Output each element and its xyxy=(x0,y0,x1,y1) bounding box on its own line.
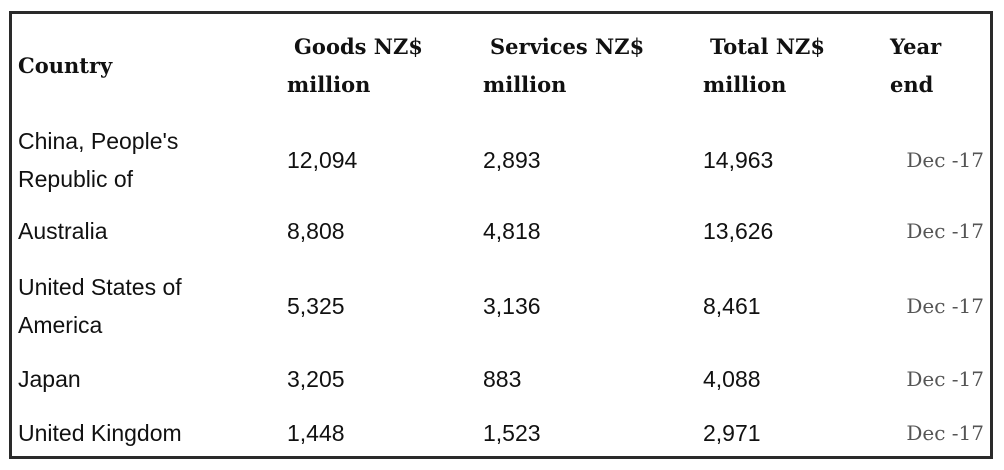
country-name: United Kingdom xyxy=(18,420,182,446)
year-end-value: Dec -17 xyxy=(906,219,984,243)
services-value: 1,523 xyxy=(483,420,541,446)
total-value: 14,963 xyxy=(703,147,774,173)
cell-year-end: Dec -17 xyxy=(880,212,984,250)
header-year-line1: Year xyxy=(890,34,942,59)
services-value: 2,893 xyxy=(483,147,541,173)
cell-total: 4,088 xyxy=(703,360,883,398)
trade-table: Country Goods NZ$ million Services NZ$ m… xyxy=(9,11,993,459)
goods-value: 12,094 xyxy=(287,147,358,173)
services-value: 3,136 xyxy=(483,293,541,319)
services-value: 4,818 xyxy=(483,218,541,244)
cell-total: 2,971 xyxy=(703,414,883,452)
country-name-line2: America xyxy=(18,312,103,338)
cell-services: 883 xyxy=(483,360,693,398)
table-row: China, People's Republic of 12,094 2,893… xyxy=(12,122,990,198)
table-row: United States of America 5,325 3,136 8,4… xyxy=(12,268,990,344)
cell-total: 8,461 xyxy=(703,268,883,344)
header-goods-line2: million xyxy=(287,72,371,97)
cell-goods: 8,808 xyxy=(287,212,477,250)
year-end-value: Dec -17 xyxy=(906,421,984,445)
goods-value: 3,205 xyxy=(287,366,345,392)
total-value: 13,626 xyxy=(703,218,774,244)
year-end-value: Dec -17 xyxy=(906,148,984,172)
country-name-line2: Republic of xyxy=(18,166,134,192)
table-row: United Kingdom 1,448 1,523 2,971 Dec -17 xyxy=(12,414,990,452)
goods-value: 1,448 xyxy=(287,420,345,446)
cell-services: 1,523 xyxy=(483,414,693,452)
country-name-line1: China, People's xyxy=(18,128,179,154)
header-services-line2: million xyxy=(483,72,567,97)
table-header-row: Country Goods NZ$ million Services NZ$ m… xyxy=(12,26,990,106)
cell-country: United States of America xyxy=(18,268,278,344)
cell-services: 3,136 xyxy=(483,268,693,344)
header-country-label: Country xyxy=(18,53,113,78)
services-value: 883 xyxy=(483,366,522,392)
cell-goods: 5,325 xyxy=(287,268,477,344)
header-goods-line1: Goods NZ$ xyxy=(294,34,423,59)
year-end-value: Dec -17 xyxy=(906,294,984,318)
header-cell-goods: Goods NZ$ million xyxy=(287,26,477,106)
total-value: 4,088 xyxy=(703,366,761,392)
header-cell-total: Total NZ$ million xyxy=(703,26,883,106)
header-cell-services: Services NZ$ million xyxy=(483,26,693,106)
total-value: 8,461 xyxy=(703,293,761,319)
header-year-line2: end xyxy=(890,72,934,97)
country-name: Australia xyxy=(18,218,108,244)
header-total-line2: million xyxy=(703,72,787,97)
cell-country: Australia xyxy=(18,212,278,250)
header-total-line1: Total NZ$ xyxy=(710,34,825,59)
cell-country: China, People's Republic of xyxy=(18,122,278,198)
cell-country: Japan xyxy=(18,360,278,398)
cell-services: 2,893 xyxy=(483,122,693,198)
goods-value: 8,808 xyxy=(287,218,345,244)
total-value: 2,971 xyxy=(703,420,761,446)
goods-value: 5,325 xyxy=(287,293,345,319)
header-cell-year: Year end xyxy=(890,26,986,106)
cell-year-end: Dec -17 xyxy=(880,414,984,452)
cell-year-end: Dec -17 xyxy=(880,122,984,198)
cell-country: United Kingdom xyxy=(18,414,278,452)
table-row: Japan 3,205 883 4,088 Dec -17 xyxy=(12,360,990,398)
cell-total: 14,963 xyxy=(703,122,883,198)
year-end-value: Dec -17 xyxy=(906,367,984,391)
cell-year-end: Dec -17 xyxy=(880,268,984,344)
cell-goods: 3,205 xyxy=(287,360,477,398)
table-row: Australia 8,808 4,818 13,626 Dec -17 xyxy=(12,212,990,250)
header-services-line1: Services NZ$ xyxy=(490,34,645,59)
country-name-line1: United States of xyxy=(18,274,182,300)
country-name: Japan xyxy=(18,366,81,392)
cell-year-end: Dec -17 xyxy=(880,360,984,398)
cell-services: 4,818 xyxy=(483,212,693,250)
cell-goods: 1,448 xyxy=(287,414,477,452)
cell-total: 13,626 xyxy=(703,212,883,250)
header-cell-country: Country xyxy=(18,26,278,106)
cell-goods: 12,094 xyxy=(287,122,477,198)
